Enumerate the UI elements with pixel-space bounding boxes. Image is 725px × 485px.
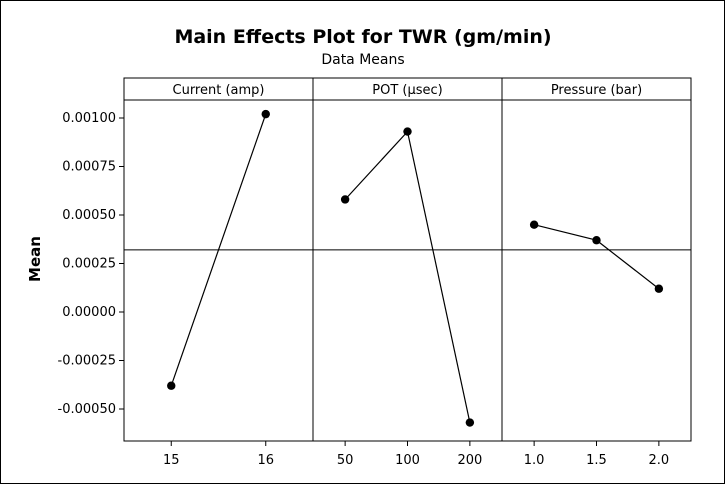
series-line-3: [533, 224, 660, 290]
data-point: [654, 284, 664, 293]
data-point: [403, 127, 412, 136]
panel-label-3: Pressure (bar): [551, 83, 642, 98]
y-tick-label: 0.00025: [62, 257, 116, 272]
y-tick-label: 0.00050: [62, 208, 116, 223]
x-tick-label: 100: [395, 453, 420, 468]
series-line-1: [170, 113, 267, 386]
y-tick-label: -0.00025: [58, 354, 116, 369]
data-point: [529, 220, 539, 229]
data-point: [167, 381, 176, 390]
chart-title: Main Effects Plot for TWR (gm/min): [174, 26, 551, 48]
y-axis-label: Mean: [26, 236, 44, 282]
data-point: [592, 236, 601, 245]
x-tick-label: 15: [163, 453, 180, 468]
x-tick-label: 16: [257, 453, 274, 468]
y-tick-label: -0.00050: [58, 402, 116, 417]
x-tick-label: 2.0: [649, 453, 670, 468]
panel-label-2: POT (µsec): [372, 83, 442, 98]
y-tick-label: 0.00000: [62, 305, 116, 320]
chart-subtitle: Data Means: [321, 52, 404, 68]
plot-area: 0.00100 0.00075 0.00050 0.00025 0.00000 -0.00…: [58, 77, 692, 468]
x-tick-label: 1.0: [524, 453, 545, 468]
y-tick-label: 0.00075: [62, 160, 116, 175]
data-point: [340, 195, 350, 204]
data-point: [261, 109, 270, 119]
series-line-2: [344, 130, 471, 423]
x-tick-label: 200: [457, 453, 482, 468]
panel-label-1: Current (amp): [173, 83, 265, 98]
x-tick-label: 50: [337, 453, 354, 468]
data-point: [465, 418, 475, 427]
x-tick-label: 1.5: [586, 453, 607, 468]
y-tick-label: 0.00100: [62, 111, 116, 126]
